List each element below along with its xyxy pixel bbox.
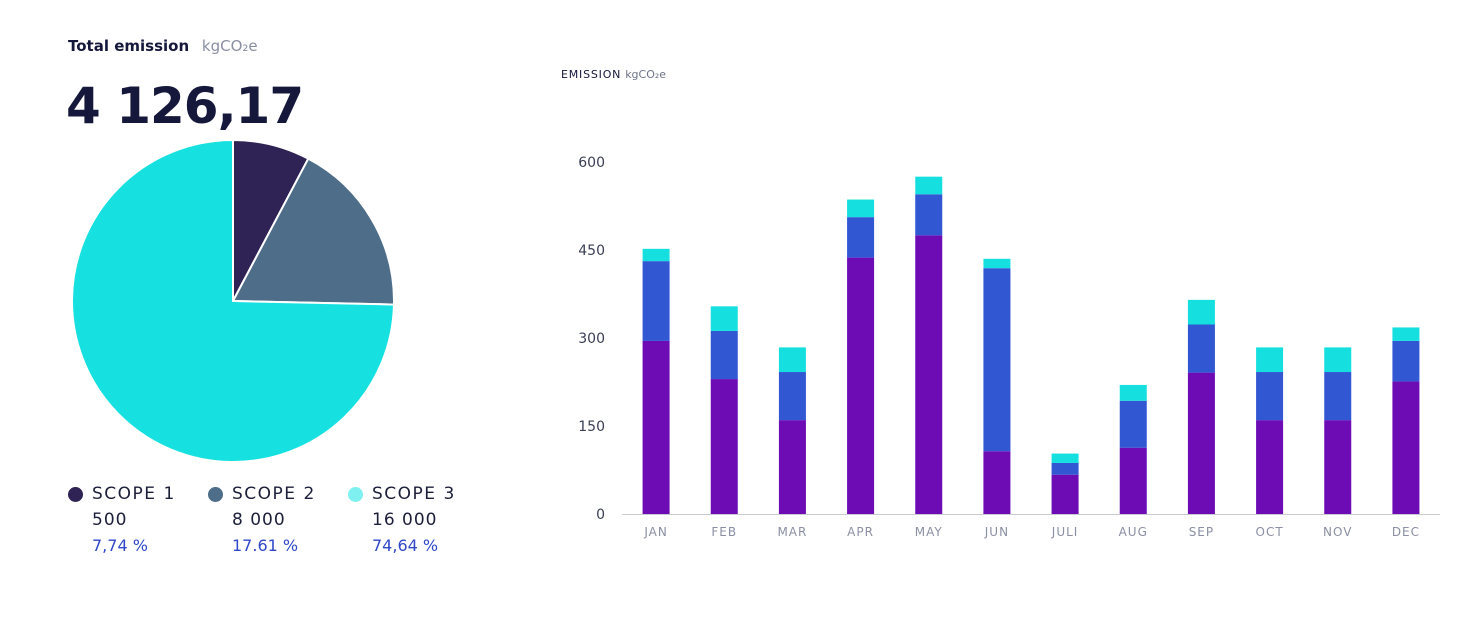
y-tick-label: 300: [578, 331, 605, 347]
bar-segment-nov-s1: [1324, 420, 1352, 514]
bar-segment-oct-s2: [1256, 372, 1284, 421]
x-tick-label: FEB: [711, 525, 737, 539]
bar-segment-jan-s1: [642, 340, 670, 514]
bar-segment-may-s2: [915, 194, 943, 236]
x-tick-label: OCT: [1256, 525, 1284, 539]
bar-segment-aug-s1: [1119, 447, 1147, 514]
bar-segment-nov-s2: [1324, 372, 1352, 421]
bar-segment-feb-s2: [710, 330, 738, 380]
bar-segment-mar-s1: [778, 420, 806, 514]
pie-slice-scope-3: [71, 138, 395, 463]
x-tick-label: AUG: [1119, 525, 1148, 539]
scope-2-label: SCOPE 2: [232, 484, 316, 504]
bar-segment-nov-s3: [1324, 347, 1352, 373]
total-emission-value: 4 126,17: [66, 77, 304, 135]
bar-segment-jun-s1: [983, 451, 1011, 514]
bar-segment-jun-s2: [983, 268, 1011, 452]
y-tick-label: 150: [578, 419, 605, 435]
x-tick-label: APR: [847, 525, 874, 539]
y-tick-label: 450: [578, 243, 605, 259]
legend-scope-2: SCOPE 2 8 000 17.61 %: [208, 484, 358, 555]
bar-segment-aug-s2: [1119, 400, 1147, 448]
scope-1-dot: [68, 486, 83, 502]
bar-segment-sep-s3: [1187, 299, 1215, 325]
bar-chart-unit: kgCO₂e: [625, 68, 667, 81]
bar-segment-juli-s2: [1051, 462, 1079, 475]
scope-1-percent: 7,74 %: [92, 536, 148, 555]
bar-segment-mar-s2: [778, 372, 806, 421]
bar-segment-feb-s1: [710, 379, 738, 514]
bar-chart-title: EMISSION kgCO₂e: [561, 68, 666, 81]
scope-3-label: SCOPE 3: [372, 484, 456, 504]
bar-segment-juli-s1: [1051, 474, 1079, 514]
scope-3-dot: [348, 486, 363, 502]
y-tick-label: 0: [596, 507, 605, 523]
scope-2-value: 8 000: [232, 510, 286, 530]
bar-segment-sep-s2: [1187, 324, 1215, 373]
scope-2-percent: 17.61 %: [232, 536, 299, 555]
bar-segment-jun-s3: [983, 258, 1011, 269]
bar-segment-oct-s3: [1256, 347, 1284, 373]
bar-chart-title-text: EMISSION: [561, 68, 622, 81]
bar-segment-may-s1: [915, 235, 943, 514]
x-tick-label: MAY: [915, 525, 943, 539]
legend-scope-1: SCOPE 1 500 7,74 %: [68, 484, 218, 555]
x-tick-label: JUN: [984, 525, 1009, 539]
bar-segment-juli-s3: [1051, 453, 1079, 463]
x-tick-label: JAN: [643, 525, 668, 539]
scope-pie-chart: [71, 138, 395, 463]
scope-3-value: 16 000: [372, 510, 438, 530]
y-tick-label: 600: [578, 155, 605, 171]
pie-slice-scope-2: [231, 157, 395, 306]
x-tick-label: NOV: [1323, 525, 1352, 539]
x-tick-label: JULI: [1051, 525, 1079, 539]
bar-segment-may-s3: [915, 176, 943, 195]
bar-segment-jan-s2: [642, 261, 670, 341]
bar-segment-apr-s2: [847, 217, 875, 258]
monthly-emission-bar-chart: 0 150 300 450 600 JAN FEB MAR APR MAY JUN JULI AUG SE…: [578, 155, 1440, 539]
x-tick-label: DEC: [1392, 525, 1420, 539]
scope-1-label: SCOPE 1: [92, 484, 176, 504]
bar-segment-apr-s1: [847, 257, 875, 514]
bar-segment-jan-s3: [642, 248, 670, 262]
bar-segment-feb-s3: [710, 306, 738, 331]
scope-3-percent: 74,64 %: [372, 536, 439, 555]
total-emission-header: Total emission kgCO₂e: [68, 37, 258, 55]
total-emission-unit: kgCO₂e: [201, 37, 258, 55]
bar-segment-dec-s3: [1392, 327, 1420, 341]
bar-segment-aug-s3: [1119, 384, 1147, 401]
bar-segment-mar-s3: [778, 347, 806, 373]
x-tick-label: SEP: [1189, 525, 1214, 539]
bar-segment-oct-s1: [1256, 420, 1284, 514]
bar-segment-dec-s2: [1392, 340, 1420, 382]
total-emission-title: Total emission: [68, 37, 190, 55]
bar-segment-apr-s3: [847, 199, 875, 218]
bar-segment-sep-s1: [1187, 372, 1215, 514]
legend-scope-3: SCOPE 3 16 000 74,64 %: [348, 484, 498, 555]
scope-1-value: 500: [92, 510, 128, 530]
x-tick-label: MAR: [777, 525, 807, 539]
bar-segment-dec-s1: [1392, 381, 1420, 514]
scope-2-dot: [208, 486, 223, 502]
